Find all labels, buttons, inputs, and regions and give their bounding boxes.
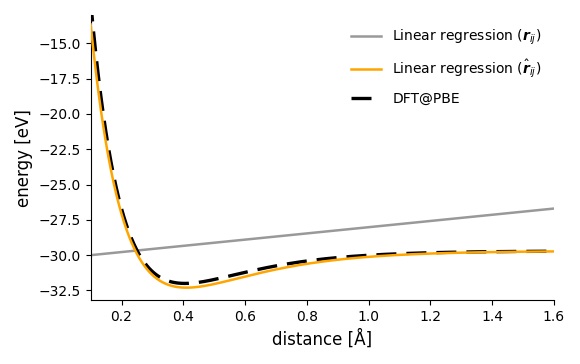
- X-axis label: distance [Å]: distance [Å]: [272, 330, 372, 349]
- Legend: Linear regression ($\boldsymbol{r}_{ij}$), Linear regression ($\hat{\boldsymbol{: Linear regression ($\boldsymbol{r}_{ij}$…: [345, 22, 547, 111]
- Y-axis label: energy [eV]: energy [eV]: [15, 109, 33, 207]
